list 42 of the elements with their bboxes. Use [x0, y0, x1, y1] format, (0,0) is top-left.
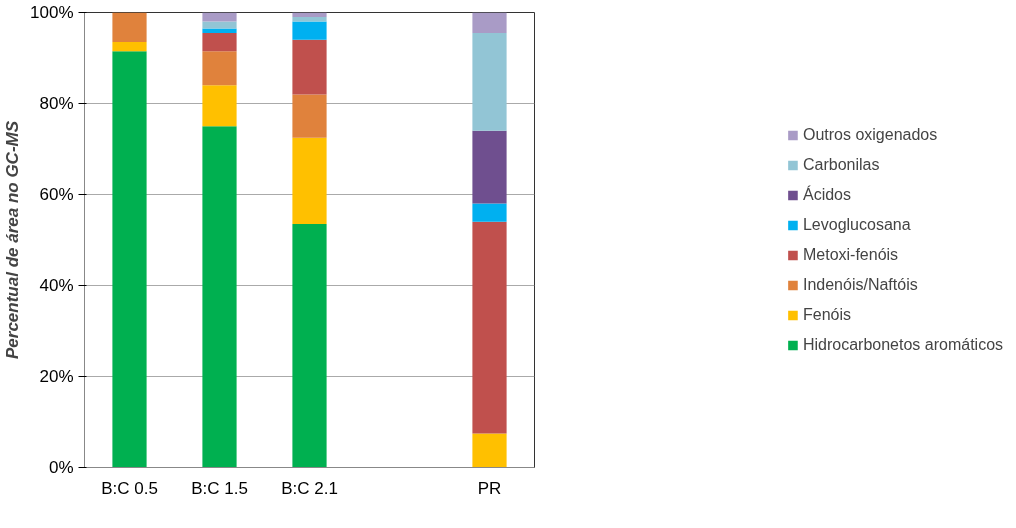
legend-label: Outros oxigenados [802, 125, 938, 144]
bar [202, 126, 237, 468]
bar [292, 224, 327, 468]
y-tick-label: 20% [39, 367, 74, 386]
bar [472, 203, 507, 222]
legend-label: Ácidos [802, 185, 851, 204]
bar [202, 51, 237, 86]
bar [472, 32, 507, 131]
y-tick-label: 80% [39, 94, 74, 113]
bar [112, 51, 147, 468]
x-tick-label: B:C 1.5 [191, 478, 248, 498]
y-axis-title: Percentual de área no GC-MS [3, 120, 23, 360]
bar [472, 130, 507, 204]
y-tick-label: 60% [39, 185, 74, 204]
legend-label: Hidrocarbonetos aromáticos [802, 335, 1004, 354]
x-tick-label: PR [477, 478, 502, 498]
bar [292, 12, 327, 18]
bar [292, 94, 327, 138]
bar [292, 21, 327, 40]
bar [472, 221, 507, 434]
bar [202, 28, 237, 33]
bar [472, 433, 507, 468]
legend-label: Metoxi-fenóis [802, 245, 899, 264]
bar [202, 32, 237, 52]
bar [202, 12, 237, 22]
y-tick-label: 40% [39, 276, 74, 295]
x-tick-label: B:C 0.5 [101, 478, 158, 498]
legend-label: Carbonilas [802, 155, 880, 174]
bar [112, 42, 147, 52]
bar [472, 12, 507, 33]
bar [112, 12, 147, 43]
bar [292, 137, 327, 225]
legend-label: Indenóis/Naftóis [802, 275, 918, 294]
bar [202, 85, 237, 127]
legend-label: Fenóis [802, 305, 851, 324]
legend-label: Levoglucosana [802, 215, 911, 234]
x-tick-label: B:C 2.1 [281, 478, 338, 498]
y-tick-label: 100% [30, 3, 74, 22]
bar [292, 39, 327, 95]
bar [292, 17, 327, 22]
bar [202, 21, 237, 29]
y-tick-label: 0% [48, 458, 74, 477]
